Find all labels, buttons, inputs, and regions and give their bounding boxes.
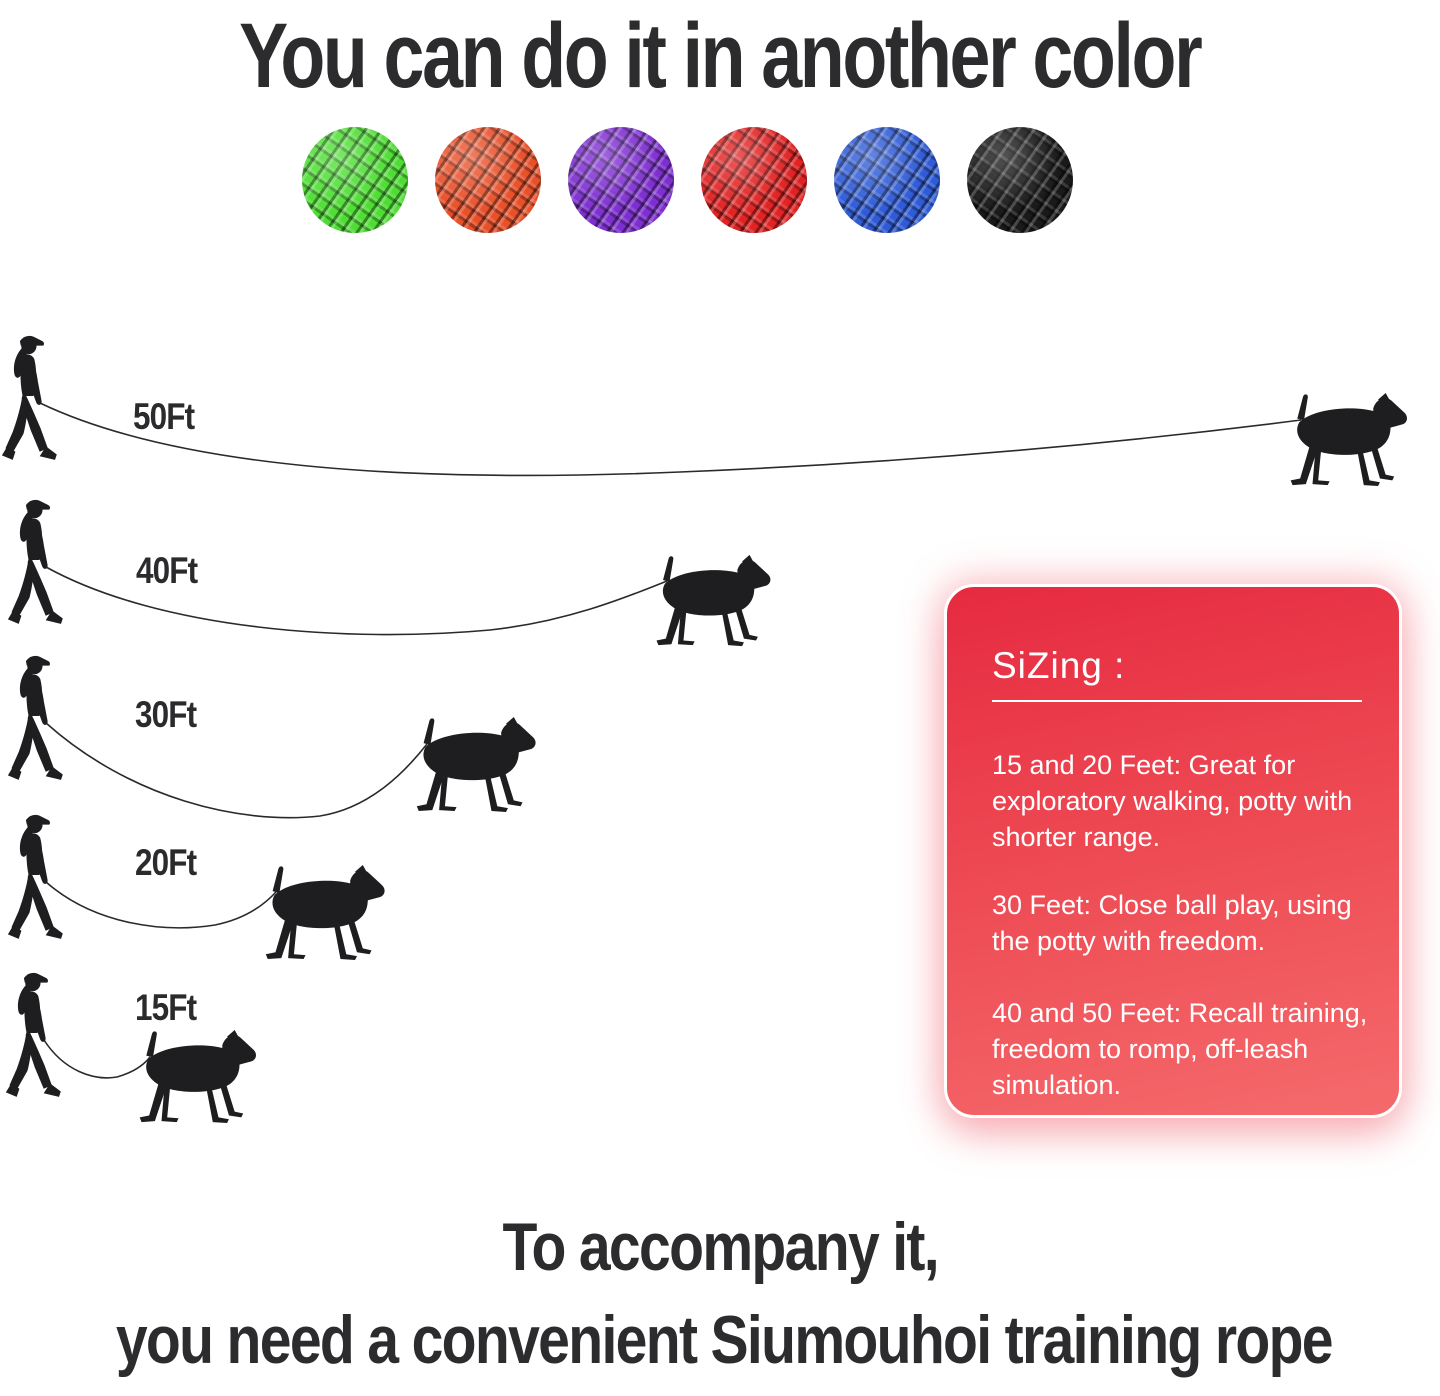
leash-label-20ft: 20Ft [135, 842, 197, 883]
leash-length-diagram [1, 335, 1407, 1124]
sizing-card: SiZing : 15 and 20 Feet: Great for explo… [944, 584, 1402, 1118]
dog-silhouette [416, 716, 536, 813]
dog-silhouette [656, 554, 771, 647]
dog-silhouette [1290, 392, 1407, 487]
dog-silhouette [265, 864, 385, 961]
dog-silhouette [139, 1029, 256, 1124]
person-silhouette [7, 814, 63, 939]
person-silhouette [1, 335, 57, 460]
sizing-card-heading: SiZing : [992, 645, 1126, 686]
leash-line-15ft [43, 1039, 151, 1079]
swatch-red [701, 127, 807, 233]
leash-line-20ft [45, 881, 277, 929]
swatch-purple [568, 127, 674, 233]
footer-headline: To accompany it, you need a convenient S… [0, 1210, 1440, 1396]
leash-line-40ft [45, 566, 668, 636]
swatch-black [967, 127, 1073, 233]
swatch-blue [834, 127, 940, 233]
swatch-orange [435, 127, 541, 233]
swatch-green [302, 127, 408, 233]
leash-line-30ft [45, 722, 428, 819]
page-title: You can do it in another color [0, 4, 1440, 109]
leash-label-15ft: 15Ft [135, 987, 197, 1028]
person-silhouette [5, 972, 61, 1097]
footer-line1: To accompany it, [502, 1209, 939, 1285]
leash-label-40ft: 40Ft [136, 550, 198, 591]
sizing-card-paragraph-40-50ft: 40 and 50 Feet: Recall training, freedom… [992, 998, 1368, 1100]
color-swatches [302, 127, 1073, 233]
page-title-text: You can do it in another color [239, 5, 1203, 107]
sizing-card-divider [992, 700, 1362, 702]
person-silhouette [7, 499, 63, 624]
leash-label-30ft: 30Ft [135, 694, 197, 735]
leash-label-50ft: 50Ft [133, 396, 195, 437]
person-silhouette [7, 655, 63, 780]
leash-line-50ft [39, 402, 1302, 477]
sizing-card-paragraph-30ft: 30 Feet: Close ball play, using the pott… [992, 890, 1352, 956]
footer-line2: you need a convenient Siumouhoi training… [115, 1302, 1334, 1378]
sizing-card-paragraph-15-20ft: 15 and 20 Feet: Great for exploratory wa… [992, 750, 1353, 852]
